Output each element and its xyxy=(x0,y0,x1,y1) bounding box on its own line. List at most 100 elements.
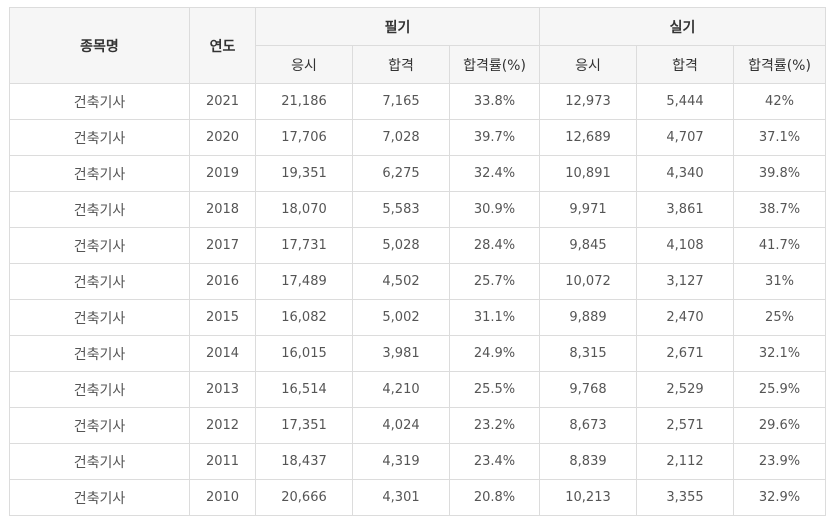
cell-practical-applied: 12,689 xyxy=(539,119,637,156)
cell-name: 건축기사 xyxy=(9,479,190,516)
cell-practical-applied: 10,891 xyxy=(539,155,637,192)
cell-written-applied: 17,731 xyxy=(255,227,353,264)
cell-practical-passed: 4,108 xyxy=(636,227,734,264)
cell-written-applied: 20,666 xyxy=(255,479,353,516)
cell-name: 건축기사 xyxy=(9,371,190,408)
cell-practical-applied: 9,889 xyxy=(539,299,637,336)
header-row-sub: 응시 합격 합격률(%) 응시 합격 합격률(%) xyxy=(10,45,826,84)
cell-written-applied: 16,015 xyxy=(255,335,353,372)
table-row: 건축기사 2018 18,070 5,583 30.9% 9,971 3,861… xyxy=(9,191,826,228)
header-practical-applied: 응시 xyxy=(539,45,637,84)
cell-name: 건축기사 xyxy=(9,407,190,444)
header-written-passed: 합격 xyxy=(352,45,450,84)
cell-practical-passed: 3,127 xyxy=(636,263,734,300)
cell-written-passed: 4,210 xyxy=(352,371,450,408)
cell-written-passed: 5,028 xyxy=(352,227,450,264)
cell-written-applied: 18,437 xyxy=(255,443,353,480)
cell-written-applied: 19,351 xyxy=(255,155,353,192)
table-row: 건축기사 2012 17,351 4,024 23.2% 8,673 2,571… xyxy=(9,407,826,444)
table-body: 건축기사 2021 21,186 7,165 33.8% 12,973 5,44… xyxy=(9,83,826,516)
cell-practical-applied: 9,971 xyxy=(539,191,637,228)
cell-practical-rate: 23.9% xyxy=(733,443,826,480)
cell-practical-rate: 29.6% xyxy=(733,407,826,444)
table-row: 건축기사 2010 20,666 4,301 20.8% 10,213 3,35… xyxy=(9,479,826,516)
cell-practical-passed: 2,671 xyxy=(636,335,734,372)
cell-practical-passed: 2,571 xyxy=(636,407,734,444)
cell-practical-applied: 10,213 xyxy=(539,479,637,516)
cell-written-passed: 4,301 xyxy=(352,479,450,516)
cell-practical-applied: 8,673 xyxy=(539,407,637,444)
cell-practical-rate: 37.1% xyxy=(733,119,826,156)
cell-written-rate: 25.7% xyxy=(449,263,540,300)
cell-written-passed: 5,002 xyxy=(352,299,450,336)
cell-written-passed: 6,275 xyxy=(352,155,450,192)
cell-written-passed: 7,165 xyxy=(352,83,450,120)
table-row: 건축기사 2013 16,514 4,210 25.5% 9,768 2,529… xyxy=(9,371,826,408)
cell-written-rate: 24.9% xyxy=(449,335,540,372)
cell-year: 2011 xyxy=(189,443,256,480)
cell-practical-rate: 41.7% xyxy=(733,227,826,264)
cell-written-rate: 39.7% xyxy=(449,119,540,156)
table-row: 건축기사 2019 19,351 6,275 32.4% 10,891 4,34… xyxy=(9,155,826,192)
cell-year: 2018 xyxy=(189,191,256,228)
cell-year: 2012 xyxy=(189,407,256,444)
table-row: 건축기사 2020 17,706 7,028 39.7% 12,689 4,70… xyxy=(9,119,826,156)
cell-written-passed: 7,028 xyxy=(352,119,450,156)
header-year: 연도 xyxy=(189,7,256,84)
cell-written-rate: 31.1% xyxy=(449,299,540,336)
cell-written-passed: 4,319 xyxy=(352,443,450,480)
table-row: 건축기사 2011 18,437 4,319 23.4% 8,839 2,112… xyxy=(9,443,826,480)
cell-practical-rate: 39.8% xyxy=(733,155,826,192)
cell-name: 건축기사 xyxy=(9,119,190,156)
cell-written-rate: 20.8% xyxy=(449,479,540,516)
cell-written-rate: 25.5% xyxy=(449,371,540,408)
cell-written-passed: 4,502 xyxy=(352,263,450,300)
cell-practical-applied: 12,973 xyxy=(539,83,637,120)
cell-written-applied: 16,082 xyxy=(255,299,353,336)
cell-year: 2020 xyxy=(189,119,256,156)
cell-written-applied: 17,489 xyxy=(255,263,353,300)
table-row: 건축기사 2016 17,489 4,502 25.7% 10,072 3,12… xyxy=(9,263,826,300)
cell-year: 2014 xyxy=(189,335,256,372)
cell-written-passed: 3,981 xyxy=(352,335,450,372)
cell-name: 건축기사 xyxy=(9,335,190,372)
cell-written-rate: 33.8% xyxy=(449,83,540,120)
cell-written-rate: 32.4% xyxy=(449,155,540,192)
table-row: 건축기사 2021 21,186 7,165 33.8% 12,973 5,44… xyxy=(9,83,826,120)
cell-written-rate: 30.9% xyxy=(449,191,540,228)
cell-practical-applied: 10,072 xyxy=(539,263,637,300)
cell-written-rate: 23.2% xyxy=(449,407,540,444)
header-name: 종목명 xyxy=(9,7,190,84)
cell-practical-passed: 2,529 xyxy=(636,371,734,408)
cell-practical-applied: 9,845 xyxy=(539,227,637,264)
cell-practical-rate: 38.7% xyxy=(733,191,826,228)
cell-name: 건축기사 xyxy=(9,299,190,336)
cell-written-passed: 5,583 xyxy=(352,191,450,228)
cell-practical-passed: 4,340 xyxy=(636,155,734,192)
cell-written-applied: 21,186 xyxy=(255,83,353,120)
cell-year: 2015 xyxy=(189,299,256,336)
cell-name: 건축기사 xyxy=(9,191,190,228)
table-row: 건축기사 2014 16,015 3,981 24.9% 8,315 2,671… xyxy=(9,335,826,372)
cell-written-applied: 17,706 xyxy=(255,119,353,156)
header-practical-rate: 합격률(%) xyxy=(733,45,826,84)
cell-practical-passed: 5,444 xyxy=(636,83,734,120)
header-written: 필기 xyxy=(255,7,540,46)
header-written-rate: 합격률(%) xyxy=(449,45,540,84)
cell-written-passed: 4,024 xyxy=(352,407,450,444)
cell-practical-rate: 32.9% xyxy=(733,479,826,516)
table-row: 건축기사 2017 17,731 5,028 28.4% 9,845 4,108… xyxy=(9,227,826,264)
cell-practical-passed: 2,112 xyxy=(636,443,734,480)
cell-year: 2019 xyxy=(189,155,256,192)
cell-written-applied: 17,351 xyxy=(255,407,353,444)
cell-written-applied: 16,514 xyxy=(255,371,353,408)
cell-practical-applied: 8,315 xyxy=(539,335,637,372)
cell-practical-applied: 8,839 xyxy=(539,443,637,480)
cell-year: 2013 xyxy=(189,371,256,408)
header-written-applied: 응시 xyxy=(255,45,353,84)
header-row-top: 종목명 연도 필기 실기 xyxy=(9,7,826,84)
cell-practical-rate: 32.1% xyxy=(733,335,826,372)
cell-name: 건축기사 xyxy=(9,227,190,264)
cell-practical-passed: 3,861 xyxy=(636,191,734,228)
cell-practical-rate: 25.9% xyxy=(733,371,826,408)
